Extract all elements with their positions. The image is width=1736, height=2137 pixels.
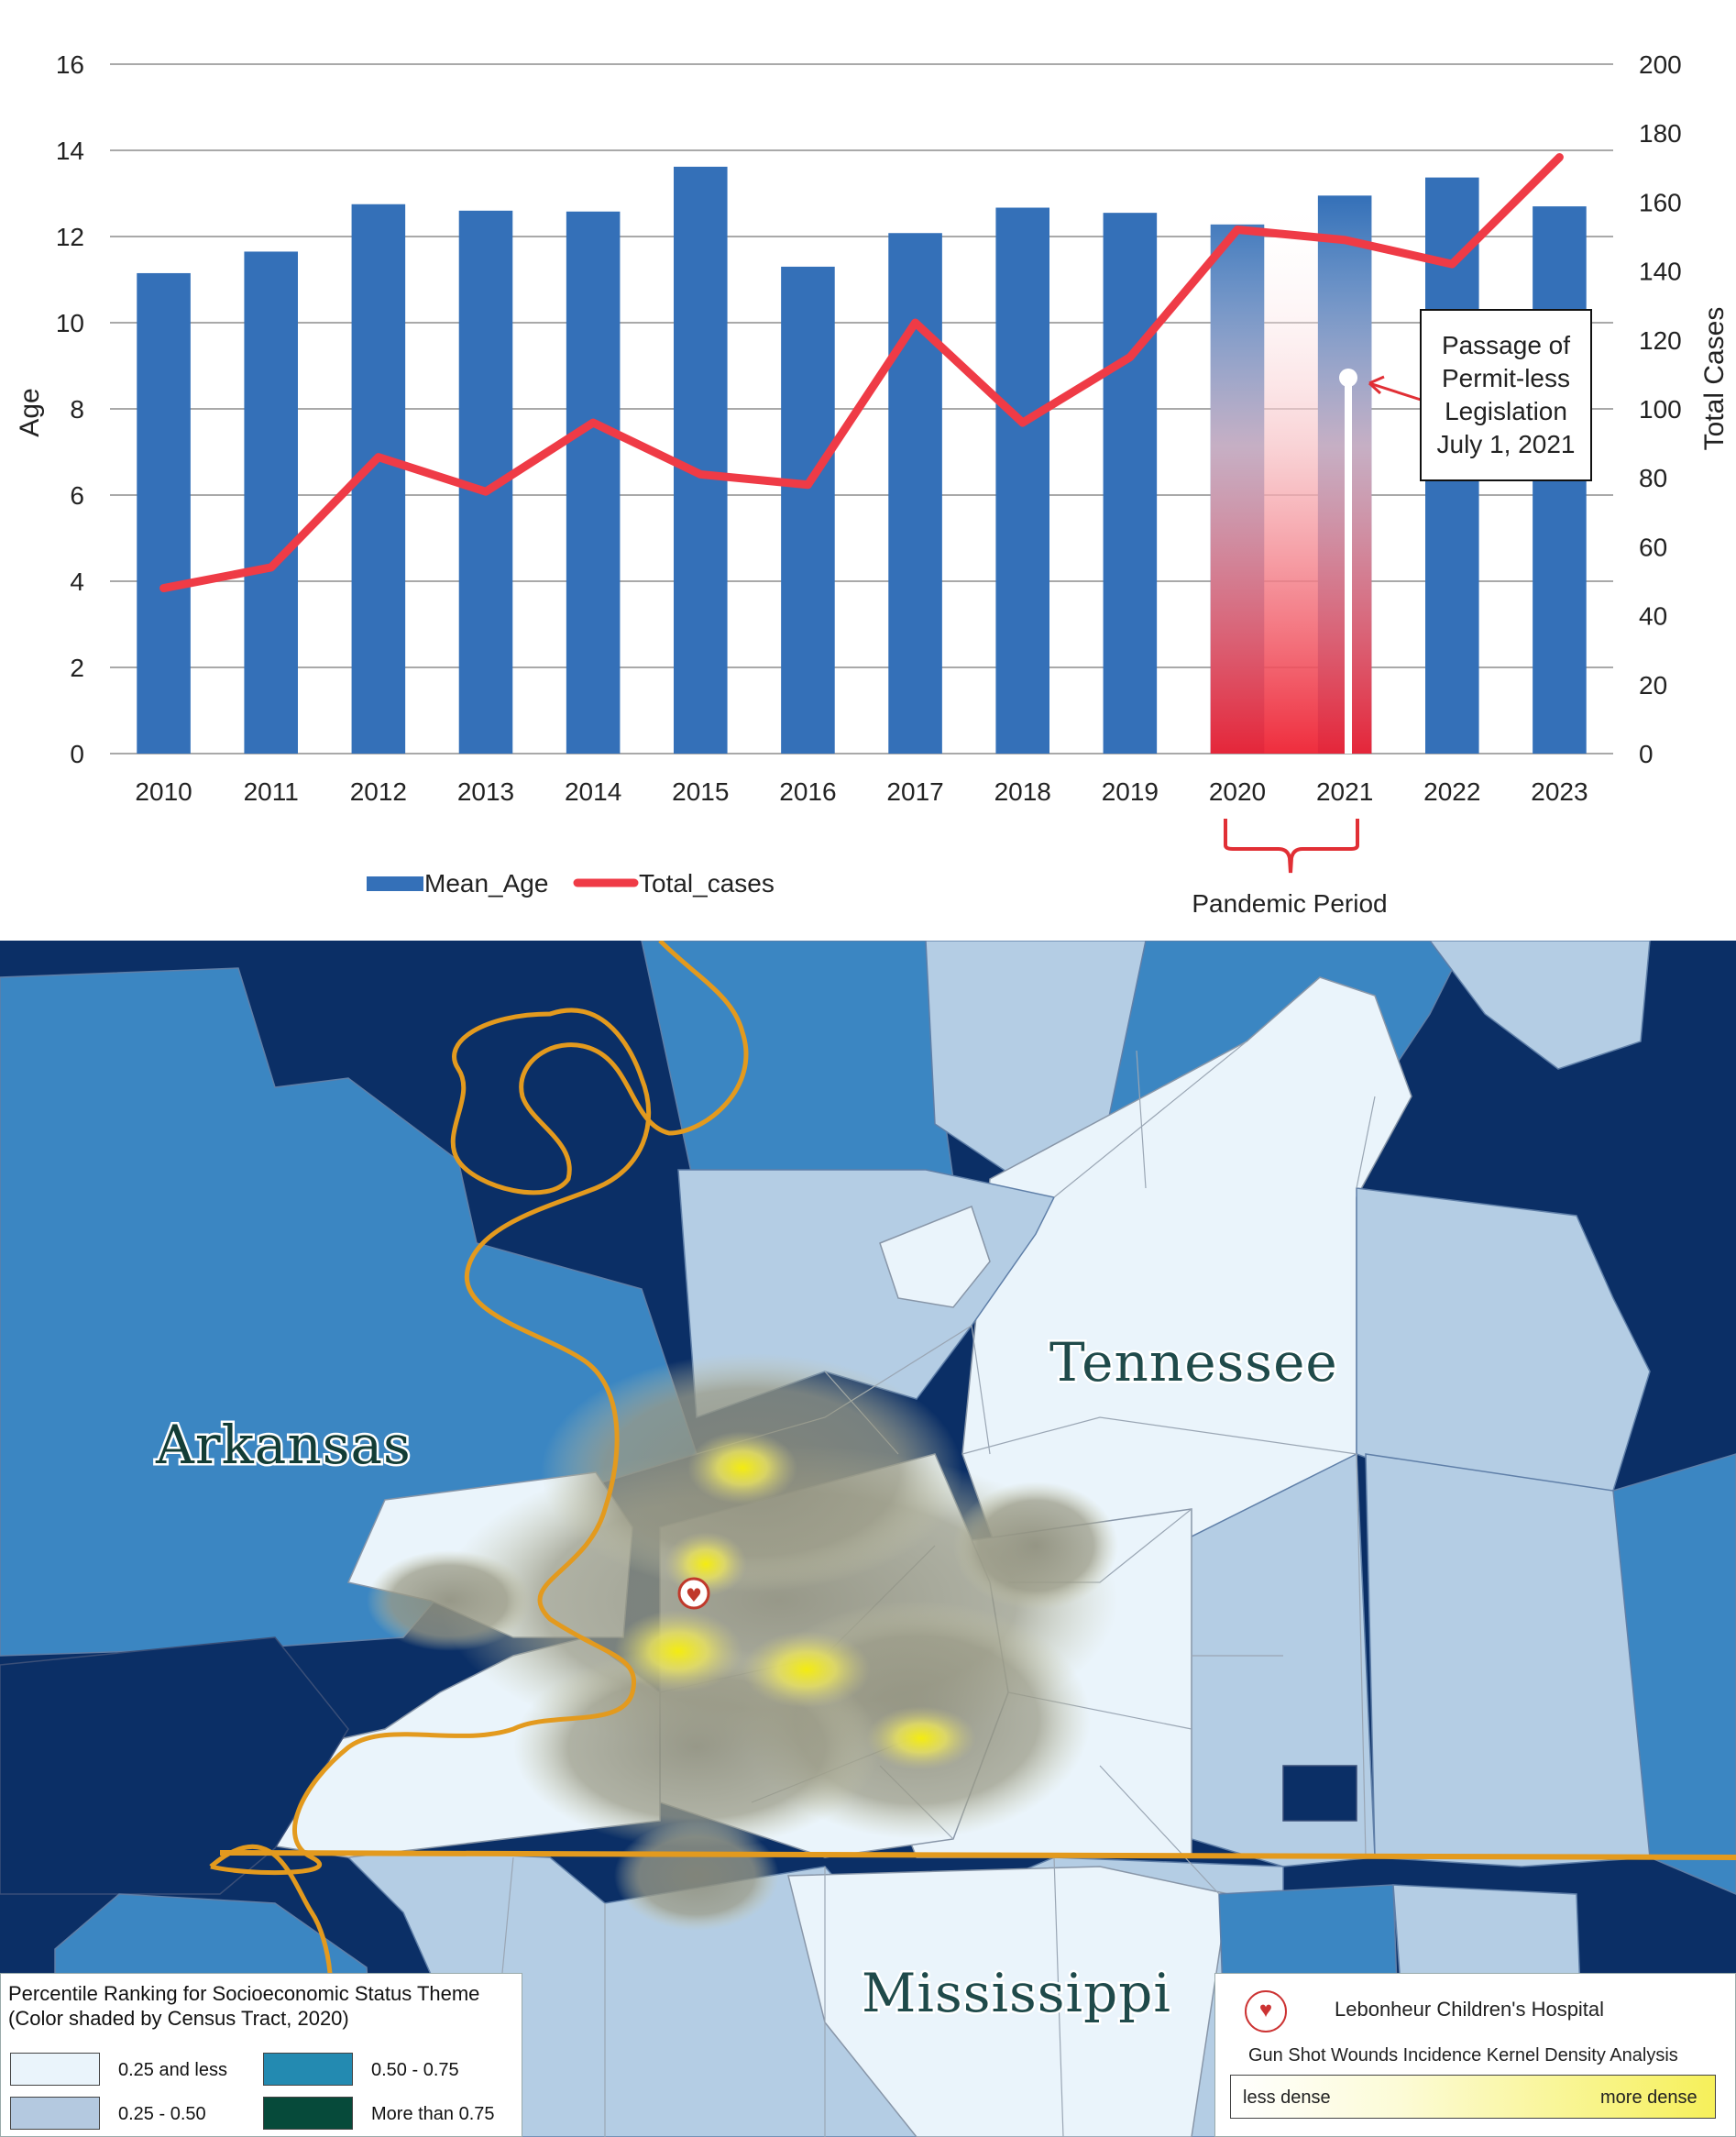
state-label-arkansas: Arkansas bbox=[155, 1414, 412, 1476]
hospital-marker bbox=[677, 1577, 710, 1610]
bar-mean-age bbox=[888, 233, 942, 755]
bar-mean-age bbox=[781, 266, 835, 754]
annotation-line-1: Passage of bbox=[1442, 331, 1570, 359]
x-tick-label: 2020 bbox=[1209, 777, 1266, 806]
y-tick-label: 4 bbox=[70, 567, 84, 596]
kde-legend-high: more dense bbox=[1600, 2087, 1698, 2108]
chart-panel: 0 2 4 6 8 10 12 14 16 0 20 40 60 80 100 120 140 160 180 200… bbox=[0, 0, 1736, 935]
heart-pulse-icon: ♥ bbox=[1245, 1990, 1287, 2032]
combo-chart: 0246810121416020406080100120140160180200… bbox=[15, 50, 1730, 918]
heart-pulse-icon: ♥ bbox=[686, 1584, 702, 1606]
x-tick-label: 2014 bbox=[565, 777, 621, 806]
x-tick-label: 2015 bbox=[672, 777, 729, 806]
legend-swatch-class-2 bbox=[10, 2097, 100, 2130]
total-cases-line bbox=[159, 153, 1564, 593]
bar-mean-age bbox=[995, 207, 1049, 754]
x-tick-label: 2010 bbox=[135, 777, 192, 806]
annotation-line-2: Permit-less bbox=[1442, 364, 1570, 392]
x-tick-label: 2017 bbox=[886, 777, 943, 806]
bar-mean-age bbox=[674, 166, 728, 755]
tract-region bbox=[1282, 1765, 1357, 1822]
annotation-arrowhead bbox=[1368, 375, 1385, 395]
kde-legend-hospital: Lebonheur Children's Hospital bbox=[1335, 1998, 1605, 2021]
y2-tick-label: 160 bbox=[1639, 188, 1682, 216]
annotation-line-4: July 1, 2021 bbox=[1437, 430, 1576, 458]
y2-tick-label: 20 bbox=[1639, 671, 1667, 699]
x-tick-label: 2022 bbox=[1423, 777, 1480, 806]
ses-legend-title-line2: (Color shaded by Census Tract, 2020) bbox=[8, 2007, 349, 2030]
kde-overlay bbox=[367, 1353, 1118, 1931]
state-label-mississippi: Mississippi bbox=[862, 1962, 1171, 2024]
x-tick-label: 2019 bbox=[1102, 777, 1159, 806]
y-tick-label: 12 bbox=[56, 223, 84, 251]
map-panel: ♥ Tennessee Arkansas Mississippi Percent… bbox=[0, 941, 1736, 2137]
legend-label-class-3: 0.50 - 0.75 bbox=[371, 2060, 459, 2080]
bar-mean-age bbox=[137, 272, 191, 754]
ses-legend: Percentile Ranking for Socioeconomic Sta… bbox=[0, 1973, 522, 2137]
tn-ms-state-line bbox=[219, 1850, 1736, 1860]
kde-legend-low: less dense bbox=[1243, 2087, 1331, 2108]
mississippi-river bbox=[210, 941, 749, 1876]
y2-tick-label: 200 bbox=[1639, 50, 1682, 79]
kde-legend: ♥ Lebonheur Children's Hospital Gun Shot… bbox=[1214, 1973, 1736, 2137]
annotation-box bbox=[1420, 309, 1592, 481]
y-tick-label: 14 bbox=[56, 137, 84, 165]
y2-tick-label: 0 bbox=[1639, 740, 1654, 768]
y-tick-label: 16 bbox=[56, 50, 84, 79]
tract-region bbox=[1429, 941, 1651, 1070]
y2-tick-label: 40 bbox=[1639, 602, 1667, 631]
legend-label-mean-age: Mean_Age bbox=[424, 869, 548, 898]
x-tick-label: 2018 bbox=[994, 777, 1051, 806]
annotation-line-3: Legislation bbox=[1445, 397, 1567, 425]
state-label-tennessee: Tennessee bbox=[1049, 1331, 1338, 1393]
legend-swatch-mean-age bbox=[367, 876, 423, 891]
legend-swatch-class-3 bbox=[263, 2053, 353, 2086]
ses-legend-title-line1: Percentile Ranking for Socioeconomic Sta… bbox=[8, 1982, 480, 2005]
bar-mean-age bbox=[244, 251, 298, 754]
y2-tick-label: 100 bbox=[1639, 395, 1682, 424]
ses-legend-title: Percentile Ranking for Socioeconomic Sta… bbox=[8, 1981, 479, 2031]
bar-mean-age bbox=[566, 211, 621, 755]
y2-tick-label: 120 bbox=[1639, 326, 1682, 355]
y-tick-label: 2 bbox=[70, 654, 84, 682]
y-tick-label: 0 bbox=[70, 740, 84, 768]
legend-label-class-1: 0.25 and less bbox=[118, 2060, 227, 2080]
x-tick-label: 2021 bbox=[1316, 777, 1373, 806]
legend-label-total-cases: Total_cases bbox=[639, 869, 775, 898]
annotation-arrow bbox=[1368, 381, 1422, 402]
tract-region bbox=[1612, 1453, 1736, 1895]
y-tick-label: 10 bbox=[56, 309, 84, 337]
annotation-pin-head bbox=[1339, 369, 1357, 387]
legend-label-class-4: More than 0.75 bbox=[371, 2104, 495, 2124]
y2-axis-title: Total Cases bbox=[1699, 307, 1730, 451]
x-tick-label: 2023 bbox=[1531, 777, 1588, 806]
y2-tick-label: 180 bbox=[1639, 119, 1682, 148]
x-tick-label: 2012 bbox=[350, 777, 407, 806]
tract-region bbox=[879, 1206, 991, 1308]
kde-legend-ramp bbox=[1230, 2075, 1716, 2119]
census-tract-map: ♥ Tennessee Arkansas Mississippi bbox=[0, 941, 1736, 2137]
legend-swatch-class-1 bbox=[10, 2053, 100, 2086]
kde-legend-title: Gun Shot Wounds Incidence Kernel Density… bbox=[1248, 2045, 1678, 2065]
y-axis-title: Age bbox=[15, 388, 45, 436]
x-tick-label: 2011 bbox=[244, 777, 299, 806]
pandemic-bracket bbox=[1224, 819, 1359, 874]
legend-swatch-class-4 bbox=[263, 2097, 353, 2130]
y-tick-label: 6 bbox=[70, 481, 84, 510]
y2-tick-label: 140 bbox=[1639, 258, 1682, 286]
x-tick-label: 2013 bbox=[457, 777, 514, 806]
legend-label-class-2: 0.25 - 0.50 bbox=[118, 2104, 206, 2124]
bar-mean-age bbox=[1103, 213, 1158, 754]
pandemic-period-label: Pandemic Period bbox=[1192, 889, 1387, 918]
y-tick-label: 8 bbox=[70, 395, 84, 424]
y2-tick-label: 80 bbox=[1639, 464, 1667, 492]
x-tick-label: 2016 bbox=[779, 777, 836, 806]
y2-tick-label: 60 bbox=[1639, 533, 1667, 561]
tract-region bbox=[0, 1636, 349, 1895]
